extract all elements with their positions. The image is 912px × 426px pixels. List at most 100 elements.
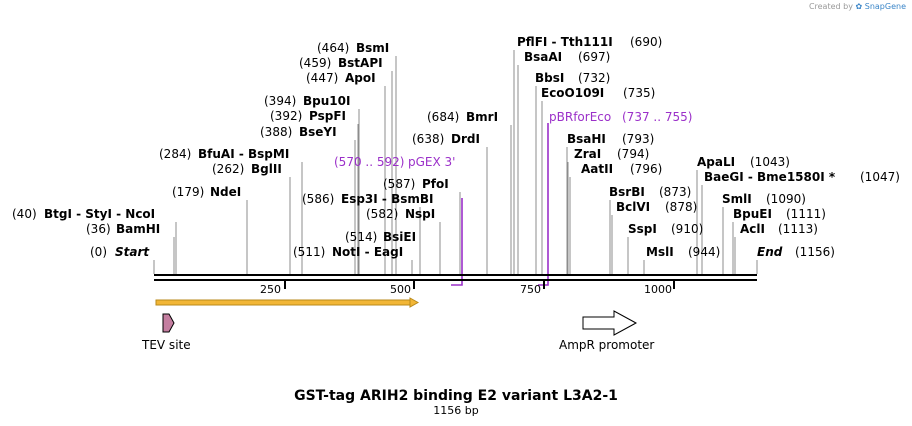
site-pos-bamhi: (36) bbox=[86, 222, 111, 236]
site-bfuai-bspmi: BfuAI - BspMI bbox=[198, 147, 289, 161]
primer-pbrforeco-name: pBRforEco bbox=[549, 110, 611, 124]
site-pos-end: (1156) bbox=[795, 245, 835, 259]
site-drdi: DrdI bbox=[451, 132, 480, 146]
site-pos-bbsi: (732) bbox=[578, 71, 610, 85]
ruler-label-750: 750 bbox=[520, 283, 541, 296]
site-bstapi: BstAPI bbox=[338, 56, 383, 70]
site-pos-bseyi: (388) bbox=[260, 125, 292, 139]
site-pos-bpu10i: (394) bbox=[264, 94, 296, 108]
site-bsiei: BsiEI bbox=[383, 230, 416, 244]
site-pos-acli: (1113) bbox=[778, 222, 818, 236]
site-pos-ecoo109i: (735) bbox=[623, 86, 655, 100]
site-apoi: ApoI bbox=[345, 71, 376, 85]
site-bmri: BmrI bbox=[466, 110, 498, 124]
site-labels: (0) Start (36) BamHI (40) BtgI - StyI - … bbox=[12, 35, 900, 259]
primer-pgex3-name: pGEX 3' bbox=[408, 155, 455, 169]
ruler-label-250: 250 bbox=[260, 283, 281, 296]
gst-tag-arrow bbox=[409, 297, 420, 308]
primer-pbrforeco-mark bbox=[538, 123, 549, 286]
snapgene-logo: ✿ bbox=[855, 2, 863, 11]
site-pos-bmri: (684) bbox=[427, 110, 459, 124]
credit-prefix: Created by bbox=[808, 2, 853, 11]
snapgene-name: SnapGene bbox=[864, 2, 906, 11]
site-pos-btgi: (40) bbox=[12, 207, 37, 221]
site-pfoi: PfoI bbox=[422, 177, 449, 191]
site-pos-pspfi: (392) bbox=[270, 109, 302, 123]
site-pos-aatii: (796) bbox=[630, 162, 662, 176]
tev-site-label: TEV site bbox=[141, 338, 191, 352]
site-aatii: AatII bbox=[581, 162, 613, 176]
gst-tag-bar bbox=[155, 299, 411, 306]
site-ecoo109i: EcoO109I bbox=[541, 86, 604, 100]
ampr-promoter-arrow bbox=[582, 310, 638, 336]
site-esp3i-bsmbi: Esp3I - BsmBI bbox=[341, 192, 433, 206]
site-noti-eagi: NotI - EagI bbox=[332, 245, 403, 259]
primer-labels: (570 .. 592) pGEX 3' pBRforEco (737 .. 7… bbox=[334, 110, 692, 169]
site-pos-bsmi: (464) bbox=[317, 41, 349, 55]
snapgene-credit: Created by ✿ SnapGene bbox=[809, 2, 906, 11]
site-zrai: ZraI bbox=[574, 147, 601, 161]
site-sspi: SspI bbox=[628, 222, 657, 236]
ruler-label-1000: 1000 bbox=[644, 283, 672, 296]
site-pos-pflfi: (690) bbox=[630, 35, 662, 49]
site-pos-bfuai: (284) bbox=[159, 147, 191, 161]
site-bbsi: BbsI bbox=[535, 71, 564, 85]
site-pos-apali: (1043) bbox=[750, 155, 790, 169]
site-pos-ndei: (179) bbox=[172, 185, 204, 199]
site-pos-drdi: (638) bbox=[412, 132, 444, 146]
site-nspi: NspI bbox=[405, 207, 435, 221]
site-pspfi: PspFI bbox=[309, 109, 346, 123]
site-bpu10i: Bpu10I bbox=[303, 94, 350, 108]
site-pos-baegi: (1047) bbox=[860, 170, 900, 184]
site-btgi-styi-ncoi: BtgI - StyI - NcoI bbox=[44, 207, 155, 221]
site-bamhi: BamHI bbox=[116, 222, 160, 236]
site-pos-pfoi: (587) bbox=[383, 177, 415, 191]
primer-pgex3-mark bbox=[451, 198, 463, 286]
site-pos-msli: (944) bbox=[688, 245, 720, 259]
site-pos-bpuei: (1111) bbox=[786, 207, 826, 221]
site-pos-bsaai: (697) bbox=[578, 50, 610, 64]
site-bglii: BglII bbox=[251, 162, 282, 176]
site-end: End bbox=[757, 245, 783, 259]
site-pos-bsiei: (514) bbox=[345, 230, 377, 244]
site-pos-apoi: (447) bbox=[306, 71, 338, 85]
site-pos-sspi: (910) bbox=[671, 222, 703, 236]
ruler: 250 500 750 1000 bbox=[260, 281, 675, 296]
site-bclvi: BclVI bbox=[616, 200, 650, 214]
site-start: Start bbox=[115, 245, 150, 259]
ampr-promoter-feature: AmpR promoter bbox=[559, 310, 654, 352]
primer-pbrforeco-range: (737 .. 755) bbox=[622, 110, 692, 124]
site-bsmi: BsmI bbox=[356, 41, 389, 55]
site-pos-bclvi: (878) bbox=[665, 200, 697, 214]
site-pflfi-tth111i: PflFI - Tth111I bbox=[517, 35, 613, 49]
site-smli: SmlI bbox=[722, 192, 752, 206]
site-pos-bstapi: (459) bbox=[299, 56, 331, 70]
gst-tag-feature bbox=[155, 297, 420, 308]
site-pos-bsahi: (793) bbox=[622, 132, 654, 146]
tev-site-feature: TEV site bbox=[141, 313, 191, 352]
backbone bbox=[154, 274, 757, 281]
site-pos-bsrbi: (873) bbox=[659, 185, 691, 199]
features: TEV site AmpR promoter bbox=[141, 297, 654, 352]
site-msli: MslI bbox=[646, 245, 674, 259]
primer-marks bbox=[451, 123, 549, 286]
leader-lines bbox=[153, 50, 758, 274]
map-length: 1156 bp bbox=[433, 404, 478, 417]
site-baegi-bme1580i: BaeGI - Bme1580I * bbox=[704, 170, 836, 184]
site-pos-smli: (1090) bbox=[766, 192, 806, 206]
site-bsaai: BsaAI bbox=[524, 50, 562, 64]
ampr-promoter-label: AmpR promoter bbox=[559, 338, 654, 352]
ruler-label-500: 500 bbox=[390, 283, 411, 296]
site-bseyi: BseYI bbox=[299, 125, 337, 139]
site-pos-bglii: (262) bbox=[212, 162, 244, 176]
site-pos-start: (0) bbox=[90, 245, 107, 259]
site-pos-esp3i: (586) bbox=[302, 192, 334, 206]
site-bsrbi: BsrBI bbox=[609, 185, 645, 199]
site-pos-noti: (511) bbox=[293, 245, 325, 259]
map-title: GST-tag ARIH2 binding E2 variant L3A2-1 bbox=[294, 388, 618, 404]
primer-pgex3-range: (570 .. 592) bbox=[334, 155, 404, 169]
tev-site-arrow bbox=[162, 313, 175, 333]
site-bpuei: BpuEI bbox=[733, 207, 772, 221]
site-acli: AclI bbox=[740, 222, 765, 236]
